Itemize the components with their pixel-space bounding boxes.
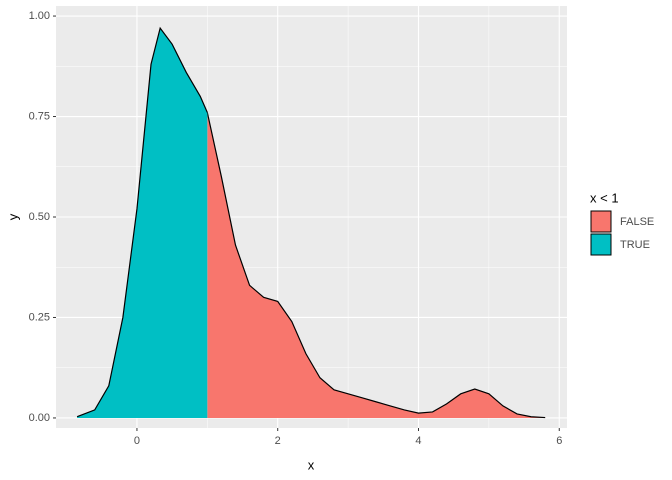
x-tick-label: 2 — [275, 435, 281, 447]
y-tick-label: 1.00 — [29, 10, 50, 22]
area-outline — [206, 112, 546, 419]
y-axis-title: y — [5, 213, 20, 220]
area — [207, 112, 546, 418]
y-tick-label: 0.00 — [29, 412, 50, 424]
x-tick-label: 4 — [415, 435, 421, 447]
legend-label: TRUE — [620, 239, 650, 251]
legend-key — [590, 210, 612, 233]
legend-key — [590, 233, 612, 256]
legend-title: x < 1 — [590, 190, 619, 205]
y-tick-label: 0.50 — [29, 211, 50, 223]
legend-label: FALSE — [620, 216, 654, 228]
area — [77, 28, 208, 418]
x-tick-label: 0 — [134, 435, 140, 447]
y-tick-label: 0.25 — [29, 311, 50, 323]
x-axis-title: x — [308, 457, 315, 472]
y-tick-label: 0.75 — [29, 110, 50, 122]
x-tick-label: 6 — [556, 435, 562, 447]
area-outline — [76, 26, 208, 418]
